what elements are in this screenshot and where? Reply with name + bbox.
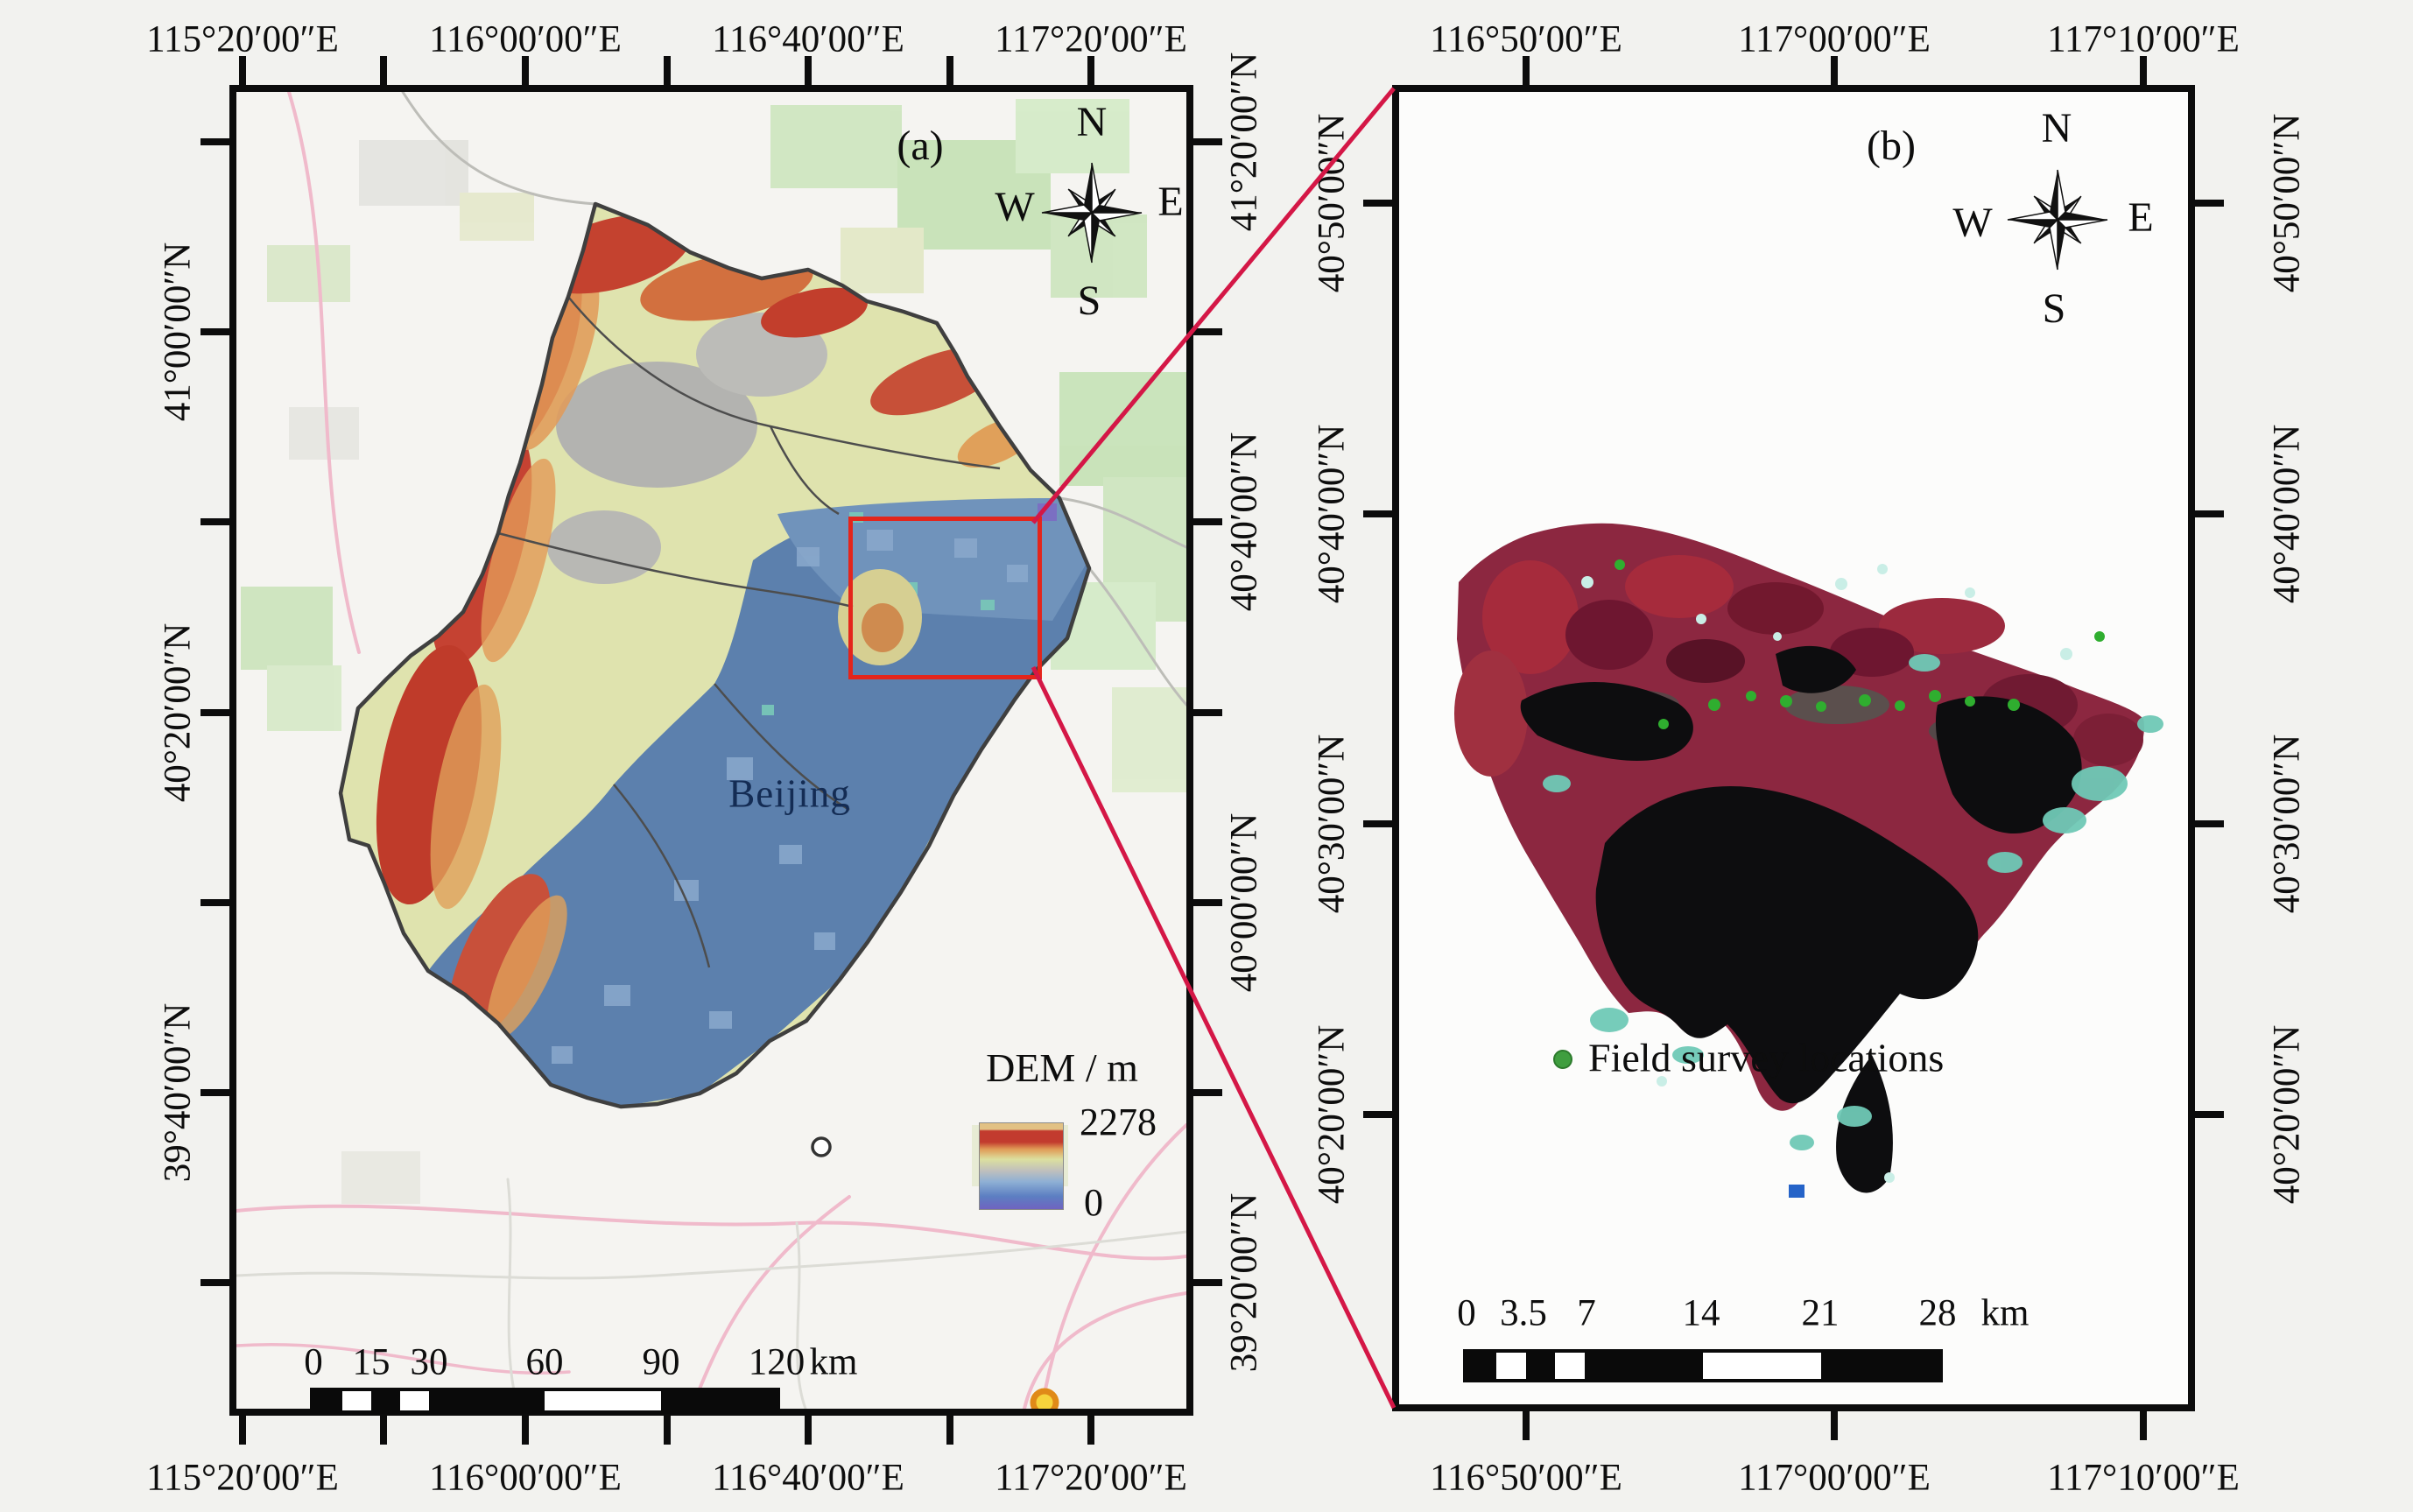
- panel-b-tag: (b): [1867, 123, 1916, 169]
- axis-label-lat: 40°50′00″N: [1311, 113, 1353, 293]
- axis-label-lat: 40°20′00″N: [157, 622, 199, 803]
- teal-patches: [1543, 654, 2163, 1150]
- ring-symbol: [1030, 1388, 1059, 1409]
- survey-legend-label: Field survey locations: [1588, 1035, 1945, 1080]
- scalebar-unit: km: [1980, 1292, 2030, 1334]
- green-specks: [1615, 559, 2105, 729]
- scalebar-label: 14: [1682, 1292, 1720, 1334]
- axis-label-lat: 39°20′00″N: [1223, 1192, 1265, 1373]
- study-area-rectangle: [848, 517, 1042, 679]
- axis-label-lon: 116°50′00″E: [1430, 18, 1622, 60]
- axis-label-lat: 40°40′00″N: [2266, 424, 2308, 604]
- axis-label-lon: 117°20′00″E: [995, 18, 1187, 60]
- scalebar-label: 7: [1577, 1292, 1596, 1334]
- compass-n-label: N: [1076, 99, 1108, 145]
- axis-label-lat: 41°20′00″N: [1223, 52, 1265, 232]
- panel-a-map-frame: [229, 85, 1193, 1416]
- axis-label-lat: 41°00′00″N: [157, 242, 199, 422]
- satellite-image: [1399, 92, 2188, 1404]
- axis-label-lat: 40°20′00″N: [2266, 1024, 2308, 1205]
- axis-label-lon: 115°20′00″E: [146, 1457, 339, 1499]
- scalebar-b: [1463, 1349, 1943, 1382]
- district-boundaries: [497, 296, 1001, 968]
- compass-w-label: W: [995, 184, 1035, 230]
- scalebar-label: 15: [352, 1341, 390, 1383]
- axis-label-lat: 40°40′00″N: [1311, 424, 1353, 604]
- scalebar-a: [310, 1388, 780, 1414]
- scalebar-unit: km: [809, 1341, 858, 1383]
- compass-s-label: S: [2042, 285, 2066, 332]
- image-texture: [1454, 555, 2143, 777]
- axis-label-lat: 40°20′00″N: [1311, 1024, 1353, 1205]
- dem-legend-title: DEM / m: [986, 1045, 1138, 1090]
- compass-s-label: S: [1077, 278, 1101, 324]
- dem-colorbar: [979, 1122, 1064, 1210]
- axis-label-lon: 117°20′00″E: [995, 1457, 1187, 1499]
- well-symbol: [811, 1136, 832, 1157]
- axis-label-lon: 117°00′00″E: [1738, 1457, 1931, 1499]
- compass-e-label: E: [2128, 194, 2154, 241]
- beijing-label: Beijing: [728, 771, 851, 816]
- axis-label-lon: 117°10′00″E: [2047, 1457, 2240, 1499]
- compass-e-label: E: [1157, 179, 1184, 225]
- compass-rose-icon: [2007, 169, 2108, 271]
- dark-water-zone: [1520, 645, 2082, 1193]
- axis-label-lon: 116°00′00″E: [429, 18, 622, 60]
- blue-pixel: [1789, 1185, 1804, 1198]
- axis-label-lon: 117°00′00″E: [1738, 18, 1931, 60]
- scalebar-label: 0: [1457, 1292, 1476, 1334]
- scalebar-label: 60: [525, 1341, 564, 1383]
- compass-n-label: N: [2041, 105, 2072, 151]
- dem-min-value: 0: [1084, 1181, 1103, 1224]
- beijing-dem-map: [236, 92, 1186, 1409]
- axis-label-lat: 40°40′00″N: [1223, 432, 1265, 612]
- mint-specks: [1581, 564, 2072, 1183]
- scalebar-label: 21: [1801, 1292, 1840, 1334]
- compass-rose-icon: [1041, 162, 1143, 264]
- survey-marker-icon: [1553, 1050, 1572, 1069]
- scalebar-label: 28: [1918, 1292, 1957, 1334]
- scalebar-label: 30: [410, 1341, 448, 1383]
- scalebar-label: 90: [642, 1341, 680, 1383]
- axis-label-lat: 40°30′00″N: [1311, 734, 1353, 914]
- axis-label-lon: 117°10′00″E: [2047, 18, 2240, 60]
- axis-label-lon: 116°40′00″E: [712, 18, 904, 60]
- axis-label-lon: 116°50′00″E: [1430, 1457, 1622, 1499]
- axis-label-lat: 39°40′00″N: [157, 1002, 199, 1183]
- scalebar-label: 3.5: [1500, 1292, 1547, 1334]
- panel-a-tag: (a): [897, 123, 944, 169]
- scalebar-label: 120: [748, 1341, 806, 1383]
- compass-w-label: W: [1952, 200, 1993, 246]
- axis-label-lon: 116°40′00″E: [712, 1457, 904, 1499]
- axis-label-lat: 40°30′00″N: [2266, 734, 2308, 914]
- axis-label-lon: 116°00′00″E: [429, 1457, 622, 1499]
- axis-label-lon: 115°20′00″E: [146, 18, 339, 60]
- axis-label-lat: 40°50′00″N: [2266, 113, 2308, 293]
- beijing-boundary: [338, 201, 1092, 1109]
- dem-max-value: 2278: [1080, 1101, 1157, 1143]
- scalebar-label: 0: [304, 1341, 323, 1383]
- panel-b-map-frame: [1392, 85, 2195, 1411]
- axis-label-lat: 40°00′00″N: [1223, 812, 1265, 993]
